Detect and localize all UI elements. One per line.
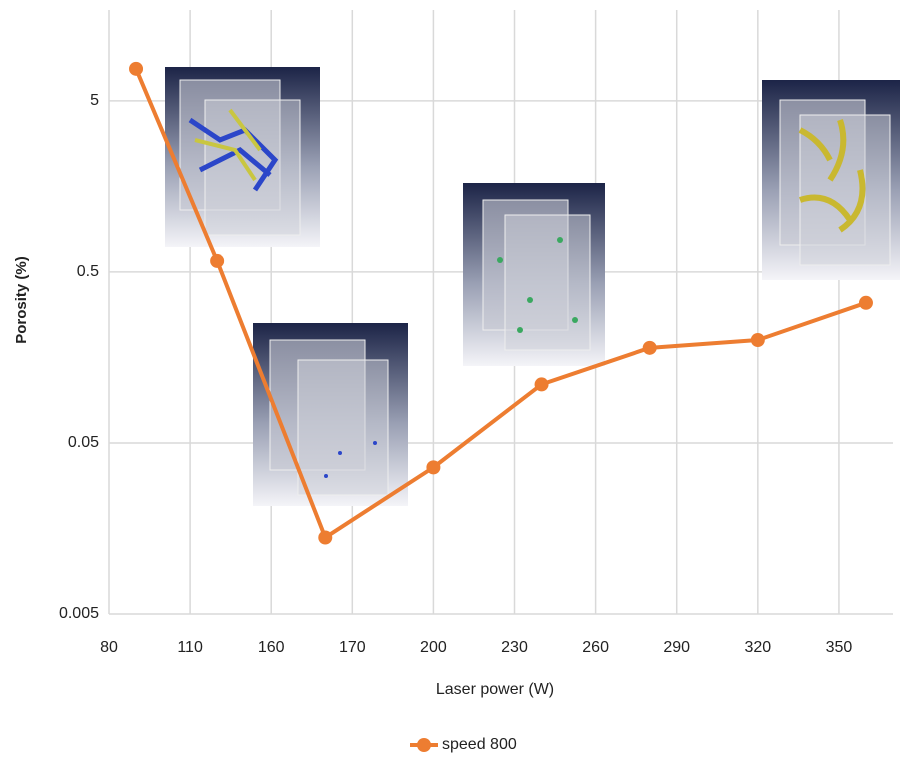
x-tick-label: 290	[663, 639, 690, 656]
chart: Porosity (%) Laser power (W) 0.005 0.05 0.…	[0, 0, 901, 763]
y-tick-label: 0.5	[77, 263, 99, 280]
y-axis-title: Porosity (%)	[13, 256, 30, 344]
x-tick-label: 160	[258, 639, 285, 656]
x-tick-label: 350	[826, 639, 853, 656]
data-point	[210, 254, 224, 268]
data-point	[535, 377, 549, 391]
x-axis-title: Laser power (W)	[436, 681, 554, 698]
insets	[165, 67, 900, 506]
x-tick-label: 320	[744, 639, 771, 656]
x-tick-label: 230	[501, 639, 528, 656]
x-tick-label: 170	[339, 639, 366, 656]
data-point	[129, 62, 143, 76]
inset-image	[165, 67, 320, 247]
data-point	[751, 333, 765, 347]
inset-image	[762, 80, 900, 280]
x-tick-label: 80	[100, 639, 118, 656]
data-point	[318, 531, 332, 545]
data-point	[643, 341, 657, 355]
legend-label: speed 800	[442, 736, 517, 753]
y-tick-label: 0.05	[68, 434, 99, 451]
data-point	[859, 296, 873, 310]
y-tick-label: 5	[90, 92, 99, 109]
legend-marker	[417, 738, 431, 752]
y-tick-label: 0.005	[59, 605, 99, 622]
inset-image	[463, 183, 605, 366]
x-tick-label: 260	[582, 639, 609, 656]
x-tick-label: 200	[420, 639, 447, 656]
data-point	[426, 460, 440, 474]
x-tick-label: 110	[177, 639, 203, 656]
